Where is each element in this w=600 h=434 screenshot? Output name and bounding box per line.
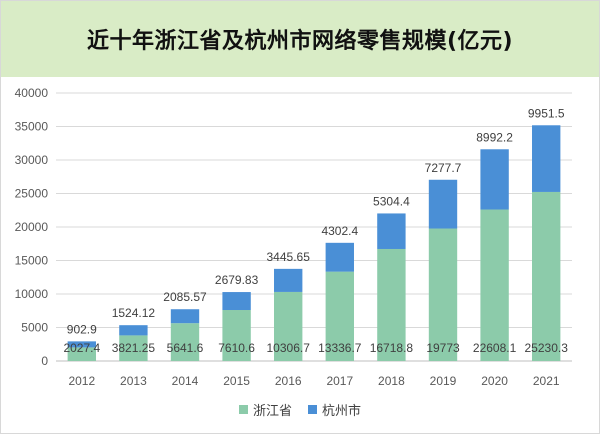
y-tick-label: 25000 — [15, 187, 49, 201]
x-axis: 2012 2013 2014 2015 2016 2017 2018 2019 2020 2021 — [68, 374, 559, 388]
legend-item-zhejiang[interactable]: 浙江省 — [238, 400, 292, 419]
bar-hangzhou — [428, 179, 458, 229]
x-tick-label: 2015 — [223, 374, 250, 388]
bars — [67, 125, 561, 361]
data-label-hangzhou: 8992.2 — [476, 130, 513, 144]
x-tick-label: 2021 — [533, 374, 560, 388]
x-tick-label: 2013 — [120, 374, 147, 388]
data-label-zhejiang: 10306.7 — [267, 341, 311, 355]
x-tick-label: 2019 — [430, 374, 457, 388]
x-tick-label: 2018 — [378, 374, 405, 388]
x-tick-label: 2014 — [172, 374, 199, 388]
data-label-hangzhou: 4302.4 — [321, 224, 358, 238]
bar-zhejiang — [377, 248, 406, 361]
legend-label-hangzhou: 杭州市 — [322, 403, 362, 419]
data-label-hangzhou: 5304.4 — [373, 194, 410, 208]
legend: 浙江省 杭州市 — [0, 398, 600, 420]
y-tick-label: 20000 — [15, 220, 49, 234]
data-label-hangzhou: 2085.57 — [163, 290, 207, 304]
title-bar: 近十年浙江省及杭州市网络零售规模(亿元) — [1, 1, 599, 77]
data-label-zhejiang: 5641.6 — [167, 341, 204, 355]
legend-swatch-hangzhou — [308, 404, 317, 414]
data-label-zhejiang: 7610.6 — [218, 341, 255, 355]
data-label-hangzhou: 1524.12 — [112, 306, 156, 320]
chart-title: 近十年浙江省及杭州市网络零售规模(亿元) — [86, 29, 514, 54]
data-label-hangzhou: 902.9 — [67, 322, 97, 336]
bar-hangzhou — [325, 242, 354, 272]
bar-hangzhou — [532, 125, 561, 192]
bar-hangzhou — [274, 268, 303, 292]
bar-hangzhou — [480, 149, 509, 210]
data-labels: 2027.4 902.9 3821.25 1524.12 5641.6 2085.57 76… — [63, 106, 568, 355]
data-label-zhejiang: 19773 — [426, 341, 460, 355]
bar-hangzhou — [170, 309, 200, 324]
legend-item-hangzhou[interactable]: 杭州市 — [308, 400, 361, 419]
bar-zhejiang — [222, 310, 251, 361]
y-tick-label: 5000 — [21, 321, 48, 335]
x-tick-label: 2020 — [481, 374, 508, 388]
bar-zhejiang — [532, 191, 561, 361]
data-label-zhejiang: 25230.3 — [525, 341, 569, 355]
x-tick-label: 2012 — [68, 374, 95, 388]
data-label-hangzhou: 9951.5 — [528, 106, 565, 120]
x-tick-label: 2017 — [326, 374, 353, 388]
y-tick-label: 40000 — [15, 86, 49, 100]
data-label-zhejiang: 2027.4 — [63, 341, 100, 355]
y-tick-label: 30000 — [15, 153, 49, 167]
bar-zhejiang — [428, 228, 458, 361]
data-label-zhejiang: 16718.8 — [370, 341, 414, 355]
y-tick-label: 0 — [41, 354, 48, 368]
bar-zhejiang — [67, 347, 96, 361]
data-label-zhejiang: 3821.25 — [112, 341, 156, 355]
bar-zhejiang — [325, 271, 354, 361]
data-label-zhejiang: 22608.1 — [473, 341, 517, 355]
bar-zhejiang — [480, 209, 509, 361]
bar-hangzhou — [119, 325, 148, 336]
y-axis: 0 5000 10000 15000 20000 25000 30000 35000 40000 — [15, 86, 49, 368]
bar-hangzhou — [377, 213, 406, 249]
legend-swatch-zhejiang — [238, 404, 248, 414]
bar-zhejiang — [170, 323, 200, 361]
data-label-hangzhou: 2679.83 — [215, 273, 259, 287]
x-tick-label: 2016 — [275, 374, 302, 388]
data-label-zhejiang: 13336.7 — [318, 341, 362, 355]
data-label-hangzhou: 3445.65 — [267, 250, 311, 264]
bar-hangzhou — [67, 341, 96, 348]
bar-zhejiang — [119, 335, 148, 361]
y-tick-label: 10000 — [15, 287, 49, 301]
bar-hangzhou — [222, 292, 251, 311]
data-label-hangzhou: 7277.7 — [425, 161, 462, 175]
y-tick-label: 15000 — [15, 254, 49, 268]
y-tick-label: 35000 — [15, 120, 49, 134]
legend-label-zhejiang: 浙江省 — [252, 403, 292, 419]
bar-zhejiang — [274, 291, 303, 361]
